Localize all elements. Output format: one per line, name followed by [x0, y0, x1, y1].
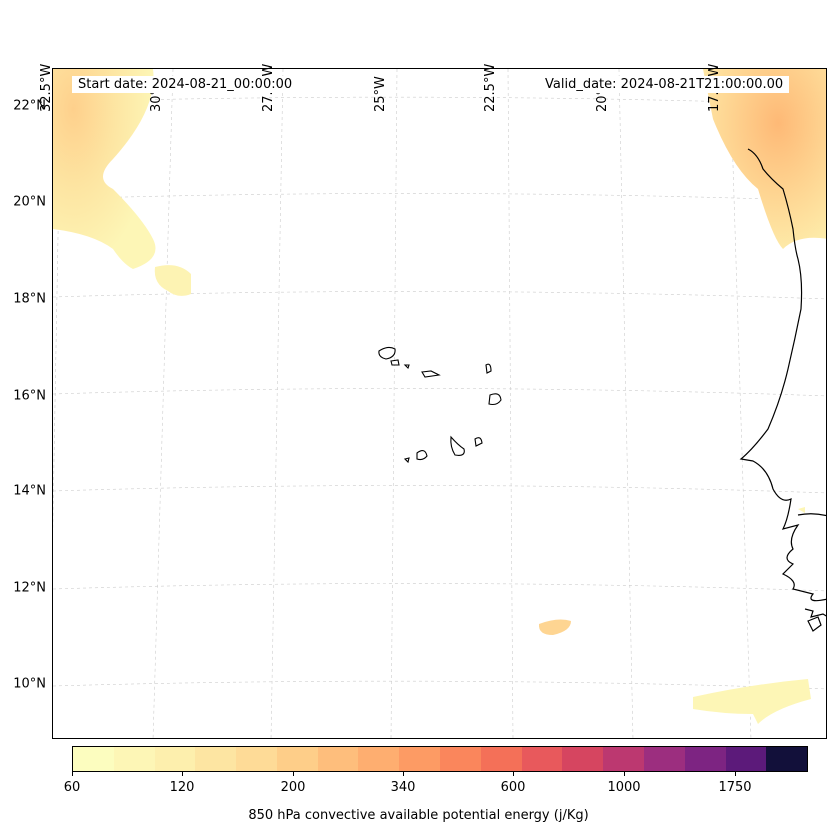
lon-label: 32.5°W	[39, 63, 54, 112]
cape-verde-islands	[378, 346, 502, 464]
colorbar-cell	[766, 747, 808, 771]
colorbar-tick: 600	[500, 780, 526, 795]
colorbar-cell	[317, 747, 359, 771]
colorbar-cell	[236, 747, 277, 771]
lat-label: 10°N	[13, 676, 46, 692]
cape-field	[53, 69, 826, 724]
colorbar-tick: 60	[63, 780, 81, 795]
colorbar-label: 850 hPa convective available potential e…	[248, 808, 589, 823]
colorbar-tick: 200	[280, 780, 306, 795]
lat-label: 20°N	[13, 194, 46, 210]
lon-label: 22.5°W	[483, 63, 498, 112]
colorbar-cell	[195, 747, 237, 771]
colorbar-cell	[521, 747, 563, 771]
colorbar-cell	[276, 747, 318, 771]
lat-label: 16°N	[13, 388, 46, 404]
colorbar-tick: 340	[390, 780, 416, 795]
coastline	[739, 148, 826, 632]
colorbar-cell	[440, 747, 481, 771]
colorbar-cell	[480, 747, 522, 771]
colorbar-cell	[113, 747, 155, 771]
colorbar	[72, 746, 808, 772]
colorbar-cell	[562, 747, 604, 771]
colorbar-cell	[643, 747, 685, 771]
colorbar-cell	[399, 747, 441, 771]
lat-label: 18°N	[13, 291, 46, 307]
lat-label: 14°N	[13, 483, 46, 499]
valid-date-label: Valid_date: 2024-08-21T21:00:00.00	[539, 76, 790, 93]
colorbar-cell	[603, 747, 644, 771]
map-panel	[52, 68, 827, 739]
colorbar-tick: 120	[169, 780, 195, 795]
lat-label: 12°N	[13, 580, 46, 596]
colorbar-cell	[154, 747, 196, 771]
graticule	[53, 69, 826, 738]
colorbar-cell	[684, 747, 726, 771]
lon-label: 25°W	[373, 76, 388, 112]
colorbar-cell	[73, 747, 114, 771]
map-canvas	[53, 69, 826, 738]
colorbar-tick: 1750	[718, 780, 752, 795]
start-date-label: Start date: 2024-08-21_00:00:00	[72, 76, 299, 93]
colorbar-tick: 1000	[607, 780, 641, 795]
lat-label: 22°N	[13, 98, 46, 114]
colorbar-cell	[725, 747, 767, 771]
colorbar-cell	[358, 747, 400, 771]
